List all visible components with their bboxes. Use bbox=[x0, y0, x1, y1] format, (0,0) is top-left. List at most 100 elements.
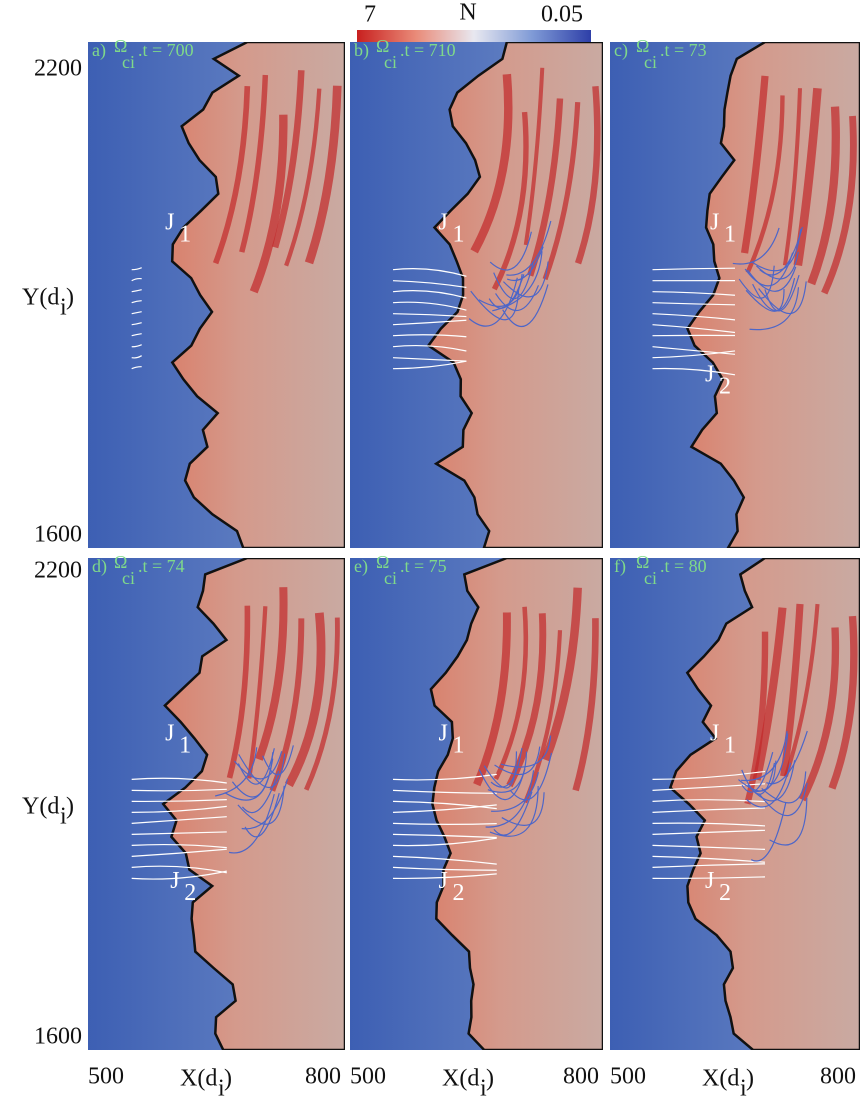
field-line-twisted bbox=[241, 770, 280, 814]
field-line-twisted bbox=[738, 265, 775, 299]
time-subscript: ci bbox=[384, 52, 397, 72]
density-streak bbox=[239, 74, 269, 253]
field-line bbox=[652, 829, 766, 835]
field-line bbox=[652, 346, 736, 355]
field-line bbox=[131, 267, 142, 271]
field-line bbox=[392, 344, 467, 352]
field-line-twisted bbox=[468, 277, 518, 327]
field-line-twisted bbox=[493, 261, 534, 300]
x-tick-label: 800 bbox=[820, 1064, 856, 1090]
density-streak bbox=[798, 627, 840, 802]
density-streak bbox=[807, 106, 840, 286]
field-line bbox=[652, 770, 766, 780]
current-letter: J bbox=[165, 721, 174, 747]
density-streak bbox=[285, 612, 326, 788]
field-line bbox=[392, 789, 497, 794]
field-line-twisted bbox=[493, 791, 533, 836]
field-line-twisted bbox=[231, 758, 274, 798]
field-line bbox=[393, 360, 467, 370]
panel: e) Ωci.t = 75J 1J 2 bbox=[350, 552, 603, 1050]
current-letter: J bbox=[705, 361, 714, 387]
field-line bbox=[652, 291, 736, 296]
field-line bbox=[652, 822, 766, 827]
field-line bbox=[392, 773, 497, 781]
field-line bbox=[392, 357, 467, 362]
y-axis-label: Y(d bbox=[22, 794, 59, 820]
time-label: .t = 74 bbox=[138, 556, 185, 576]
y-axis-label: Y(d bbox=[22, 285, 59, 311]
y-axis-label-close: ) bbox=[66, 794, 74, 820]
time-label: .t = 710 bbox=[400, 40, 456, 60]
density-streak bbox=[574, 85, 601, 265]
density-streak bbox=[744, 631, 769, 805]
field-line bbox=[392, 837, 497, 847]
field-line bbox=[393, 800, 497, 810]
field-line bbox=[392, 855, 497, 865]
field-line-twisted bbox=[215, 747, 258, 797]
field-line bbox=[392, 319, 467, 326]
field-line bbox=[393, 313, 467, 318]
field-line bbox=[652, 844, 766, 851]
time-subscript: ci bbox=[122, 568, 135, 588]
current-letter: J bbox=[705, 868, 714, 894]
density-streak bbox=[783, 603, 820, 777]
time-symbol: Ω bbox=[376, 552, 389, 572]
field-line bbox=[392, 290, 467, 299]
field-line-twisted bbox=[753, 733, 789, 793]
field-line-twisted bbox=[487, 751, 528, 793]
panel: d) Ωci.t = 74J 1J 2 bbox=[88, 552, 345, 1050]
density-streak bbox=[572, 618, 599, 792]
field-line-twisted bbox=[490, 747, 523, 788]
x-tick-label: 500 bbox=[88, 1064, 124, 1090]
x-axis-label-close: ) bbox=[224, 1066, 232, 1092]
field-line bbox=[392, 334, 467, 338]
field-line bbox=[131, 277, 142, 282]
field-line bbox=[131, 816, 227, 824]
panel: f) Ωci.t = 80J 1J 2 bbox=[610, 552, 860, 1050]
density-streak bbox=[473, 612, 511, 787]
panel-label: b) bbox=[354, 40, 369, 61]
field-line bbox=[131, 311, 142, 315]
time-symbol: Ω bbox=[376, 36, 389, 56]
field-line bbox=[131, 300, 142, 304]
magnetosphere bbox=[429, 558, 603, 1050]
colorbar-label: N bbox=[459, 0, 476, 26]
field-line-twisted bbox=[741, 762, 776, 795]
field-line bbox=[652, 807, 766, 813]
current-subscript: 1 bbox=[453, 733, 465, 759]
x-tick-label: 500 bbox=[610, 1064, 646, 1090]
density-streak bbox=[271, 70, 305, 249]
x-axis-label-sub: i bbox=[480, 1076, 487, 1101]
y-axis-label-sub: i bbox=[60, 295, 67, 321]
field-line bbox=[652, 302, 736, 306]
field-line bbox=[652, 267, 736, 271]
magnetosphere bbox=[170, 42, 345, 548]
current-letter: J bbox=[439, 868, 448, 894]
x-tick-label: 800 bbox=[305, 1064, 341, 1090]
density-streak bbox=[284, 88, 322, 267]
field-line bbox=[131, 870, 227, 880]
time-subscript: ci bbox=[644, 52, 657, 72]
field-line bbox=[131, 289, 142, 293]
field-line-twisted bbox=[732, 227, 780, 265]
density-streak bbox=[226, 605, 251, 779]
field-line bbox=[652, 799, 766, 803]
field-line-twisted bbox=[506, 220, 552, 276]
current-subscript: 1 bbox=[724, 222, 736, 248]
field-line bbox=[652, 313, 736, 321]
density-streak bbox=[470, 73, 513, 254]
density-streak bbox=[782, 88, 803, 266]
field-line-twisted bbox=[237, 785, 285, 825]
time-symbol: Ω bbox=[114, 36, 127, 56]
field-line-twisted bbox=[761, 771, 807, 804]
panel-image bbox=[350, 558, 603, 1050]
field-line-twisted bbox=[741, 751, 774, 793]
x-axis-label: X(d bbox=[702, 1066, 739, 1092]
current-letter: J bbox=[439, 721, 448, 747]
field-line-twisted bbox=[756, 251, 799, 280]
field-line bbox=[131, 831, 227, 835]
field-line-twisted bbox=[492, 251, 543, 312]
field-line-twisted bbox=[495, 285, 540, 312]
field-line bbox=[392, 804, 497, 813]
